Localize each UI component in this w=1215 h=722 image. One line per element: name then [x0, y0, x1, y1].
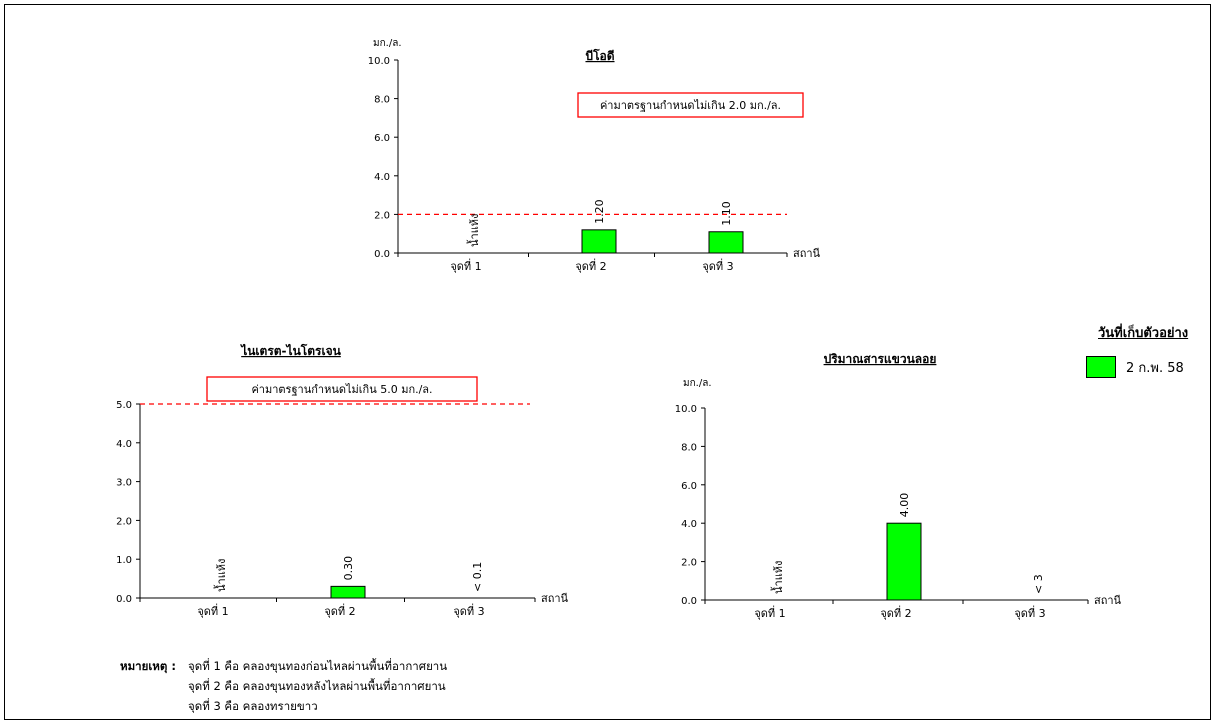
y-tick-label: 4.0 — [681, 519, 697, 530]
x-axis-label: สถานี — [793, 247, 821, 260]
standard-note: ค่ามาตรฐานกำหนดไม่เกิน 5.0 มก./ล. — [251, 383, 432, 396]
y-tick-label: 1.0 — [116, 555, 132, 566]
page-frame — [4, 4, 1211, 720]
note-label: หมายเหตุ : — [120, 659, 176, 673]
y-tick-label: 2.0 — [681, 558, 697, 569]
note-row: หมายเหตุ : จุดที่ 1 คือ คลองขุนทองก่อนไห… — [120, 656, 447, 676]
data-label: < 0.1 — [471, 562, 484, 592]
x-tick-label: จุดที่ 2 — [575, 258, 606, 273]
x-tick-label: จุดที่ 1 — [754, 605, 785, 620]
chart-title: บีโอดี — [585, 48, 614, 63]
x-tick-label: จุดที่ 3 — [453, 603, 484, 618]
chart-title: ปริมาณสารแขวนลอย — [824, 352, 937, 366]
note-row: จุดที่ 2 คือ คลองขุนทองหลังไหลผ่านพื้นที… — [120, 676, 447, 696]
y-axis-label: มก./ล. — [373, 38, 402, 49]
x-tick-label: จุดที่ 1 — [450, 258, 481, 273]
x-tick-label: จุดที่ 1 — [197, 603, 228, 618]
bar — [708, 231, 744, 254]
bar — [330, 585, 366, 599]
data-label: 1.10 — [720, 201, 733, 226]
legend-label: 2 ก.พ. 58 — [1126, 360, 1184, 376]
legend-swatch — [1086, 356, 1116, 378]
standard-note: ค่ามาตรฐานกำหนดไม่เกิน 2.0 มก./ล. — [600, 99, 781, 112]
y-tick-label: 6.0 — [374, 133, 390, 144]
notes: หมายเหตุ : จุดที่ 1 คือ คลองขุนทองก่อนไห… — [120, 656, 447, 716]
y-tick-label: 4.0 — [116, 439, 132, 450]
note-item: จุดที่ 1 คือ คลองขุนทองก่อนไหลผ่านพื้นที… — [188, 659, 448, 673]
data-label: < 3 — [1032, 574, 1045, 594]
x-tick-label: จุดที่ 3 — [702, 258, 733, 273]
x-tick-label: จุดที่ 2 — [880, 605, 911, 620]
note-row: จุดที่ 3 คือ คลองทรายขาว — [120, 696, 447, 716]
y-tick-label: 2.0 — [374, 210, 390, 221]
note-item: จุดที่ 2 คือ คลองขุนทองหลังไหลผ่านพื้นที… — [188, 679, 446, 693]
y-tick-label: 3.0 — [116, 478, 132, 489]
bar — [581, 229, 617, 254]
x-tick-label: จุดที่ 3 — [1014, 605, 1045, 620]
x-tick-label: จุดที่ 2 — [324, 603, 355, 618]
chart-title: ไนเตรต-ไนโตรเจน — [239, 343, 341, 358]
y-tick-label: 0.0 — [116, 594, 132, 605]
y-tick-label: 4.0 — [374, 172, 390, 183]
y-tick-label: 0.0 — [681, 596, 697, 607]
x-axis-label: สถานี — [541, 592, 569, 605]
legend-title: วันที่เก็บตัวอย่าง — [1098, 326, 1189, 341]
y-tick-label: 5.0 — [116, 400, 132, 411]
note-item: จุดที่ 3 คือ คลองทรายขาว — [188, 699, 318, 713]
y-tick-label: 0.0 — [374, 249, 390, 260]
data-label: 1.20 — [593, 199, 606, 224]
standard-box — [577, 92, 804, 118]
data-label: 0.30 — [342, 556, 355, 581]
y-tick-label: 8.0 — [374, 95, 390, 106]
data-label: 4.00 — [898, 493, 911, 518]
y-axis-label: มก./ล. — [683, 378, 712, 389]
x-axis-label: สถานี — [1094, 594, 1122, 607]
y-tick-label: 8.0 — [681, 442, 697, 453]
data-label: น้ำแห้ง — [466, 214, 481, 247]
legend-item: 2 ก.พ. 58 — [1086, 356, 1184, 378]
data-label: น้ำแห้ง — [213, 559, 228, 592]
y-tick-label: 10.0 — [368, 56, 390, 67]
y-tick-label: 6.0 — [681, 481, 697, 492]
y-tick-label: 10.0 — [675, 404, 697, 415]
data-label: น้ำแห้ง — [770, 561, 785, 594]
standard-box — [206, 376, 478, 402]
y-tick-label: 2.0 — [116, 516, 132, 527]
bar — [886, 522, 922, 601]
